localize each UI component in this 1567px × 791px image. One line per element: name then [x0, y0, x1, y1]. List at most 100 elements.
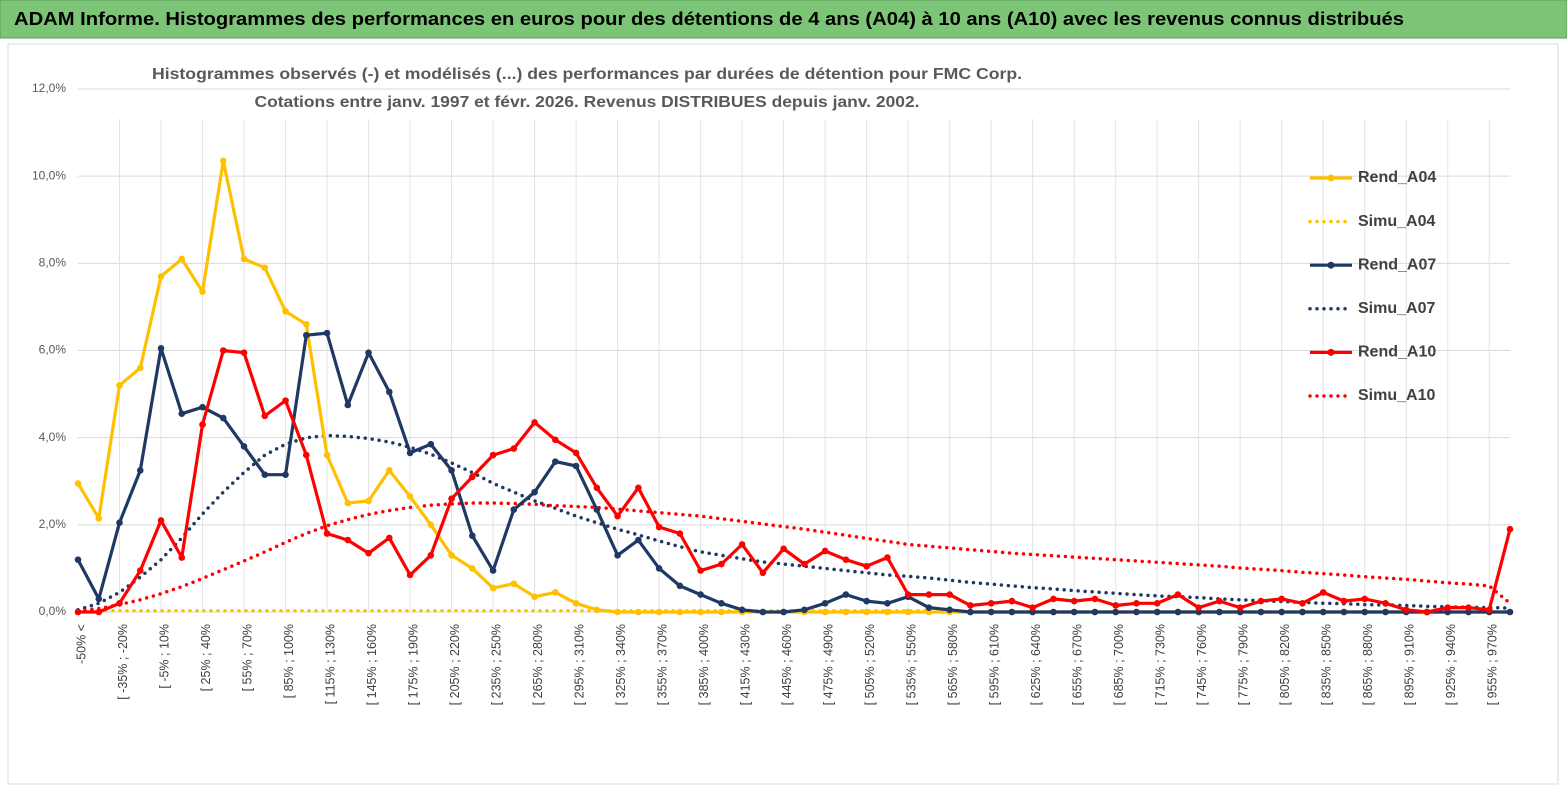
data-point: [261, 264, 269, 271]
data-point: [635, 536, 642, 544]
legend-label: Simu_A10: [1358, 387, 1435, 404]
legend-label: Rend_A07: [1358, 256, 1436, 273]
data-point: [427, 521, 435, 529]
data-point: [718, 560, 725, 568]
data-point: [1465, 604, 1472, 611]
data-point: [1382, 608, 1389, 616]
data-point: [157, 273, 165, 280]
x-tick-label: [ 925% ; 940%: [1444, 624, 1458, 705]
x-tick-label: [ 505% ; 520%: [863, 624, 877, 705]
x-tick-label: [ 55% ; 70%: [240, 624, 254, 691]
data-point: [1299, 608, 1306, 616]
data-point: [863, 562, 870, 570]
data-point: [1319, 589, 1327, 596]
legend-label: Simu_A04: [1358, 213, 1435, 230]
data-point: [1174, 591, 1182, 598]
x-tick-label: [ 385% ; 400%: [697, 624, 711, 705]
x-tick-label: [ 355% ; 370%: [655, 624, 669, 705]
data-point: [302, 331, 310, 339]
data-point: [946, 606, 953, 614]
data-point: [1008, 597, 1016, 605]
data-point: [780, 545, 787, 553]
data-point: [801, 606, 808, 614]
data-point: [821, 608, 829, 616]
data-point: [136, 567, 144, 574]
data-point: [1133, 599, 1140, 607]
data-point: [95, 608, 103, 616]
data-point: [967, 602, 974, 609]
data-point: [1153, 599, 1161, 607]
y-tick-label: 10,0%: [32, 168, 66, 182]
data-point: [427, 440, 435, 448]
data-point: [614, 552, 621, 559]
data-point: [489, 584, 497, 592]
data-point: [1029, 604, 1036, 611]
data-point: [780, 608, 787, 616]
data-point: [967, 608, 974, 616]
data-point: [1153, 608, 1161, 616]
data-point: [282, 307, 289, 315]
data-point: [282, 471, 289, 479]
data-point: [1340, 597, 1348, 605]
legend-label: Rend_A04: [1358, 169, 1436, 186]
x-tick-label: [ 475% ; 490%: [821, 624, 835, 705]
legend-marker: [1327, 348, 1335, 356]
data-point: [1174, 608, 1182, 616]
data-point: [1008, 608, 1016, 616]
data-point: [240, 443, 248, 450]
x-tick-label: [ 745% ; 760%: [1195, 624, 1209, 705]
data-point: [759, 608, 767, 616]
data-point: [552, 589, 559, 596]
x-tick-label: [ 565% ; 580%: [946, 624, 960, 705]
data-point: [1195, 604, 1202, 611]
data-point: [1382, 599, 1389, 607]
header-title: ADAM Informe. Histogrammes des performan…: [14, 9, 1404, 29]
data-point: [1216, 597, 1223, 605]
data-point: [904, 608, 912, 616]
y-tick-label: 4,0%: [39, 430, 67, 444]
data-point: [572, 462, 580, 470]
data-point: [1257, 597, 1265, 605]
series-line: [76, 331, 1510, 614]
x-tick-label: [ 205% ; 220%: [448, 624, 462, 705]
data-point: [987, 608, 995, 616]
data-point: [884, 599, 891, 607]
data-point: [240, 255, 248, 263]
data-point: [884, 554, 891, 561]
x-tick-label: [ 625% ; 640%: [1029, 624, 1043, 705]
data-point: [510, 445, 518, 452]
data-point: [1423, 608, 1431, 616]
data-point: [801, 560, 808, 568]
data-point: [738, 606, 746, 614]
data-point: [572, 449, 580, 457]
data-point: [302, 321, 310, 328]
legend-marker: [1327, 174, 1335, 182]
data-point: [821, 547, 829, 555]
data-point: [925, 591, 933, 598]
data-point: [531, 419, 538, 426]
data-point: [365, 349, 372, 356]
data-point: [1050, 595, 1057, 603]
series-line: [78, 348, 1512, 614]
x-tick-label: [ 415% ; 430%: [738, 624, 752, 705]
x-tick-label: [ -5% ; 10%: [157, 624, 171, 689]
data-point: [1506, 608, 1514, 616]
data-point: [386, 467, 393, 474]
data-point: [1216, 608, 1223, 616]
data-point: [302, 451, 310, 459]
data-point: [510, 580, 518, 587]
data-point: [635, 484, 642, 492]
data-point: [199, 403, 206, 411]
data-point: [261, 471, 269, 479]
data-point: [614, 608, 621, 616]
data-point: [1112, 608, 1119, 616]
data-point: [1236, 604, 1244, 611]
series-line: [76, 433, 1512, 612]
data-point: [842, 556, 850, 563]
data-point: [178, 255, 186, 263]
data-point: [1278, 595, 1286, 603]
x-tick-label: [ 25% ; 40%: [199, 624, 213, 691]
data-point: [1402, 606, 1410, 614]
data-point: [323, 329, 331, 337]
data-point: [344, 536, 352, 544]
